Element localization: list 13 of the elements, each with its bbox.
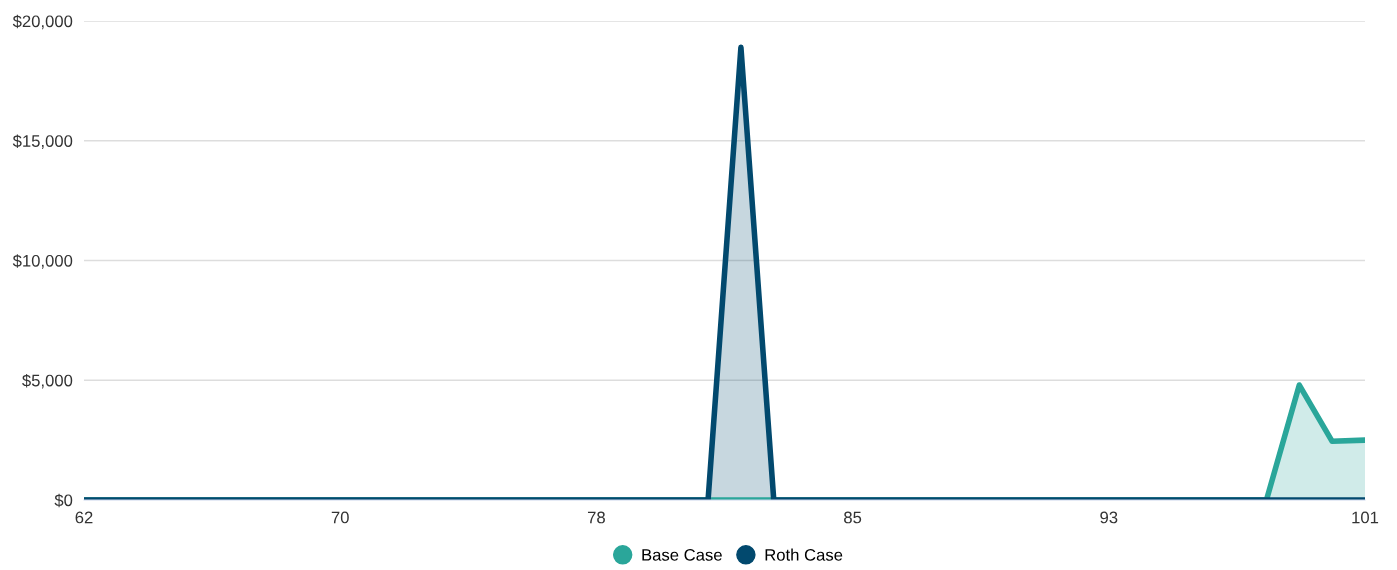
x-tick-label: 101 — [1352, 511, 1379, 524]
y-tick-label: $10,000 — [12, 254, 73, 269]
x-tick-label: 85 — [844, 511, 862, 524]
legend-label: Base Case — [642, 548, 722, 561]
y-tick-label: $5,000 — [22, 373, 73, 389]
legend-label: Roth Case — [765, 548, 843, 561]
x-tick-label: 93 — [1100, 511, 1118, 524]
x-tick-label: 70 — [331, 511, 349, 524]
y-tick-label: $0 — [54, 493, 73, 508]
y-tick-label: $20,000 — [12, 14, 73, 30]
x-tick-label: 62 — [75, 511, 93, 524]
y-tick-label: $15,000 — [12, 134, 73, 149]
x-tick-label: 78 — [587, 511, 605, 524]
